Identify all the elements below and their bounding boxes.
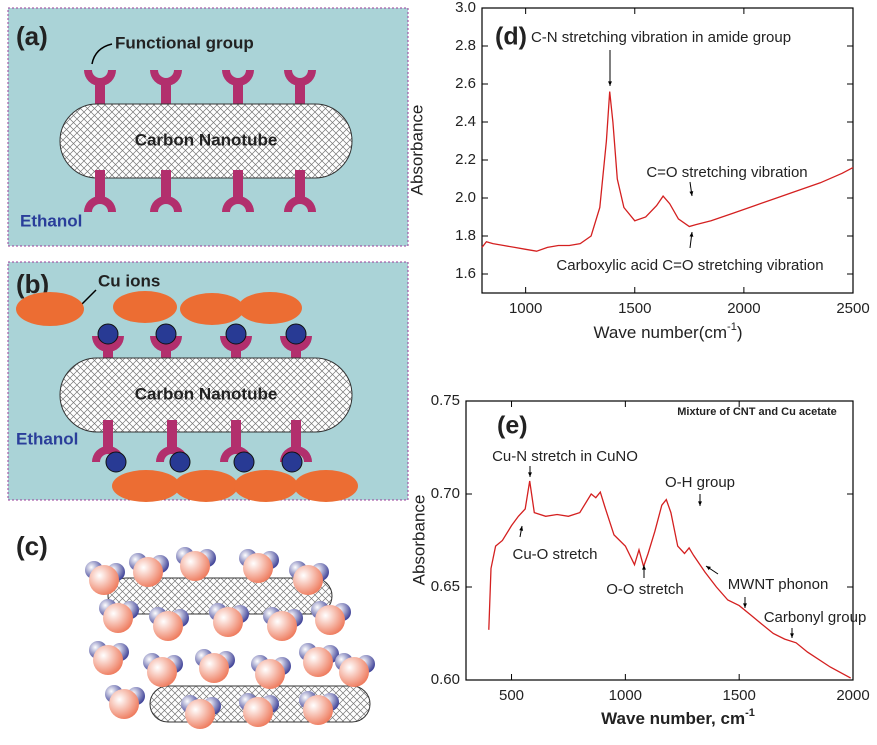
x-tick-label: 500 bbox=[499, 687, 524, 704]
y-tick-label: 2.2 bbox=[455, 151, 476, 168]
arrow-head bbox=[642, 565, 646, 570]
x-tick-label: 1000 bbox=[609, 687, 642, 704]
annotation: Cu-N stretch in CuNO bbox=[492, 448, 638, 465]
panel-label: (a) bbox=[16, 21, 48, 51]
arrow-head bbox=[743, 603, 747, 608]
y-tick-label: 0.75 bbox=[431, 392, 460, 409]
plot-frame bbox=[466, 401, 853, 680]
annotation: Cu-O stretch bbox=[512, 546, 597, 563]
x-tick-label: 1000 bbox=[509, 300, 542, 317]
x-tick-label: 1500 bbox=[618, 300, 651, 317]
x-tick-label: 2000 bbox=[836, 687, 869, 704]
y-tick-label: 2.8 bbox=[455, 37, 476, 54]
arrow-head bbox=[698, 501, 702, 506]
arrow-head bbox=[528, 472, 532, 477]
y-tick-label: 2.0 bbox=[455, 189, 476, 206]
panel-label: (d) bbox=[495, 23, 527, 51]
annotation: Carbonyl group bbox=[764, 609, 867, 626]
x-axis-label-text: Wave number, cm bbox=[601, 709, 745, 728]
arrow-head bbox=[608, 81, 612, 86]
x-tick-label: 2500 bbox=[836, 300, 869, 317]
y-tick-label: 0.60 bbox=[431, 671, 460, 688]
annotation: O-H group bbox=[665, 474, 735, 491]
x-tick-label: 1500 bbox=[722, 687, 755, 704]
y-tick-label: 1.6 bbox=[455, 265, 476, 282]
x-axis-label-end: ) bbox=[737, 323, 743, 342]
annotation: Cu ions bbox=[98, 271, 160, 290]
arrow-head bbox=[790, 633, 794, 638]
arrow-head bbox=[689, 191, 693, 196]
y-axis-label: Absorbance bbox=[409, 495, 428, 586]
panel-a: (a) Functional group Carbon Nanotube Eth… bbox=[8, 8, 408, 246]
x-axis-label-sup: -1 bbox=[727, 321, 737, 333]
x-axis-label: Wave number, cm-1 bbox=[601, 707, 755, 729]
nanotube-label: Carbon Nanotube bbox=[135, 384, 278, 403]
solvent-label: Ethanol bbox=[20, 211, 82, 230]
page: {"panels":{ "a":{"label":"(a)","function… bbox=[0, 0, 877, 745]
panel-b: (b) Cu ions Carbon Nanotube Ethanol bbox=[8, 262, 408, 502]
y-axis-label: Absorbance bbox=[407, 105, 426, 196]
annotation: C-N stretching vibration in amide group bbox=[531, 29, 791, 46]
annotation: MWNT phonon bbox=[728, 576, 829, 593]
annotation: Functional group bbox=[115, 33, 254, 52]
x-tick-label: 2000 bbox=[727, 300, 760, 317]
arrow-head bbox=[519, 526, 523, 531]
panel-c: (c) bbox=[16, 531, 375, 729]
y-tick-label: 0.65 bbox=[431, 578, 460, 595]
nanotube-label: Carbon Nanotube bbox=[135, 130, 278, 149]
y-tick-label: 1.8 bbox=[455, 227, 476, 244]
arrow-head bbox=[706, 566, 711, 570]
x-axis-label-sup: -1 bbox=[745, 707, 755, 719]
y-tick-label: 3.0 bbox=[455, 0, 476, 16]
x-axis-label-text: Wave number(cm bbox=[594, 323, 728, 342]
annotation: Carboxylic acid C=O stretching vibration bbox=[556, 257, 823, 274]
y-tick-label: 0.70 bbox=[431, 485, 460, 502]
x-axis-label: Wave number(cm-1) bbox=[594, 321, 743, 343]
panel-label: (c) bbox=[16, 531, 48, 561]
annotation: C=O stretching vibration bbox=[646, 164, 807, 181]
charts: 1000 1500 2000 2500 1.6 1.8 2.0 2.2 2.4 2.6 2.8 3.0… bbox=[407, 0, 869, 728]
y-tick-label: 2.4 bbox=[455, 113, 476, 130]
chart-title: Mixture of CNT and Cu acetate bbox=[677, 406, 837, 418]
panel-label: (e) bbox=[497, 412, 528, 440]
solvent-label: Ethanol bbox=[16, 429, 78, 448]
annotation: O-O stretch bbox=[606, 581, 684, 598]
y-tick-label: 2.6 bbox=[455, 75, 476, 92]
figure: (a) Functional group Carbon Nanotube Eth… bbox=[0, 0, 877, 740]
